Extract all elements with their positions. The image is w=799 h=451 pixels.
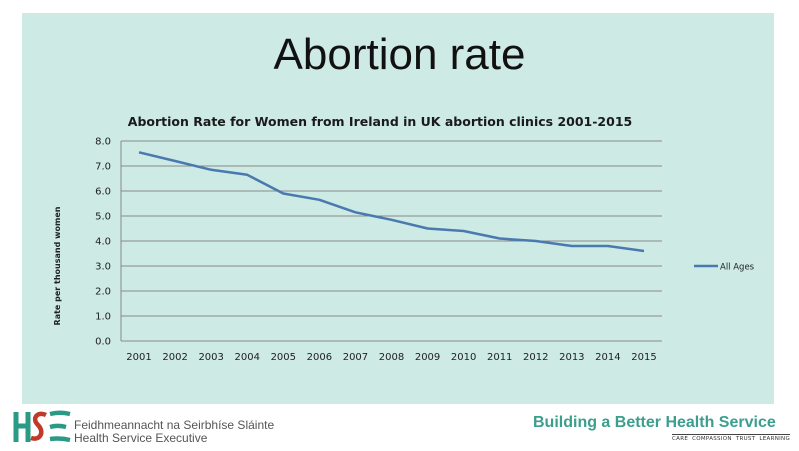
x-tick-label: 2004 bbox=[235, 352, 260, 363]
value-item: COMPASSION bbox=[692, 436, 732, 442]
y-tick-label: 2.0 bbox=[95, 287, 111, 298]
y-tick-label: 3.0 bbox=[95, 262, 111, 273]
x-tick-label: 2015 bbox=[631, 352, 656, 363]
series-line bbox=[138, 151, 645, 253]
org-name-irish: Feidhmeannacht na Seirbhíse Sláinte bbox=[74, 418, 275, 432]
chart-title: Abortion Rate for Women from Ireland in … bbox=[127, 114, 633, 129]
slide-title: Abortion rate bbox=[273, 30, 526, 79]
y-tick-label: 7.0 bbox=[95, 162, 111, 173]
x-tick-label: 2009 bbox=[415, 352, 440, 363]
y-axis-label: Rate per thousand women bbox=[53, 206, 62, 325]
x-tick-label: 2001 bbox=[126, 352, 151, 363]
x-tick-label: 2011 bbox=[487, 352, 512, 363]
values-divider bbox=[672, 434, 790, 435]
x-tick-label: 2014 bbox=[595, 352, 620, 363]
footer bbox=[0, 404, 799, 451]
value-item: LEARNING bbox=[759, 436, 791, 442]
content-panel bbox=[22, 13, 774, 404]
x-tick-label: 2008 bbox=[379, 352, 404, 363]
x-tick-label: 2007 bbox=[343, 352, 368, 363]
y-tick-label: 5.0 bbox=[95, 212, 111, 223]
x-tick-label: 2005 bbox=[271, 352, 296, 363]
tagline: Building a Better Health Service bbox=[533, 414, 776, 431]
y-tick-label: 4.0 bbox=[95, 237, 111, 248]
y-tick-label: 6.0 bbox=[95, 187, 111, 198]
y-tick-label: 8.0 bbox=[95, 137, 111, 148]
x-tick-label: 2012 bbox=[523, 352, 548, 363]
x-tick-label: 2006 bbox=[307, 352, 332, 363]
value-item: TRUST bbox=[735, 436, 756, 442]
legend-label: All Ages bbox=[720, 263, 755, 273]
x-tick-label: 2013 bbox=[559, 352, 584, 363]
org-name-english: Health Service Executive bbox=[74, 431, 208, 445]
y-tick-label: 0.0 bbox=[95, 337, 111, 348]
x-tick-label: 2002 bbox=[162, 352, 187, 363]
x-tick-label: 2010 bbox=[451, 352, 476, 363]
values-list: CARE COMPASSION TRUST LEARNING bbox=[672, 436, 794, 442]
value-item: CARE bbox=[672, 436, 689, 442]
hse-logo-icon bbox=[13, 410, 71, 443]
line-chart: 0.0 1.0 2.0 3.0 4.0 5.0 6.0 7.0 8.0 2001 2002 2003 2… bbox=[53, 137, 755, 364]
x-tick-label: 2003 bbox=[198, 352, 223, 363]
y-tick-label: 1.0 bbox=[95, 312, 111, 323]
